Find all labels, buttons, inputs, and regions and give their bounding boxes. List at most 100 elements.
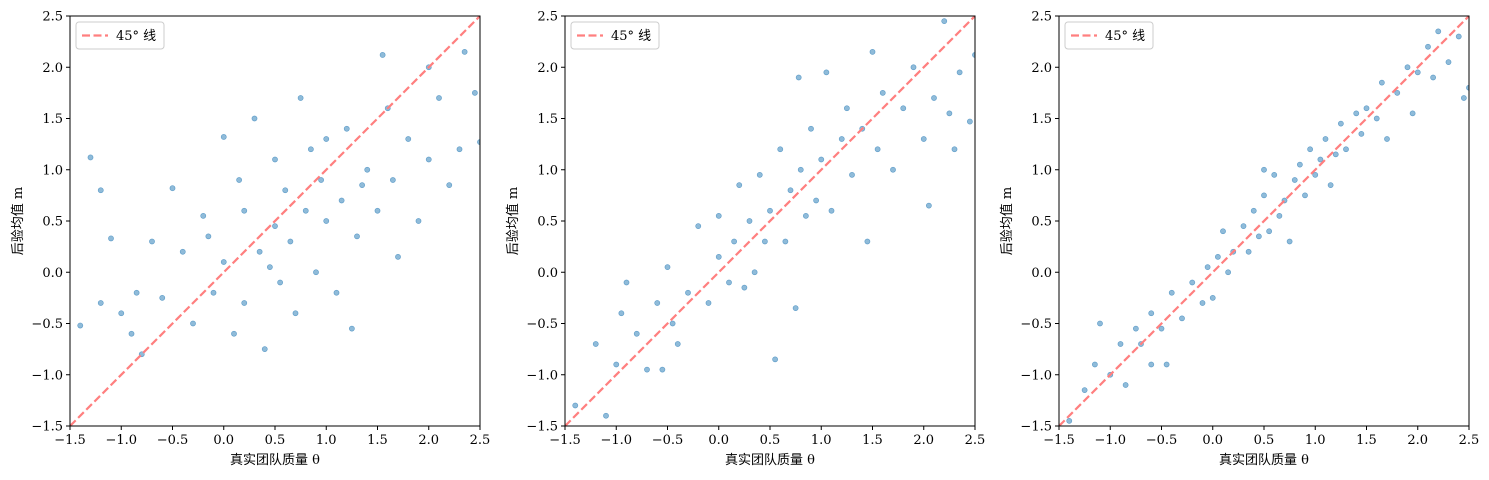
point [1168, 289, 1175, 296]
point [1179, 315, 1185, 322]
x-tick-label: 2.5 [1459, 433, 1480, 448]
point [1435, 28, 1442, 35]
point [751, 269, 758, 276]
x-tick-label: 1.5 [862, 433, 883, 448]
point [659, 366, 666, 373]
point [108, 235, 114, 242]
point [1255, 233, 1262, 240]
point [746, 218, 753, 224]
point [1204, 264, 1211, 271]
point [395, 253, 401, 260]
point [1302, 192, 1308, 199]
x-tick-label: −1.0 [105, 433, 137, 448]
point [664, 264, 671, 271]
legend-box [75, 21, 165, 50]
panel: −1.5 −1.0 −0.5 0.0 0.5 1.0 1.5 2.0 2.5 −1.5 −1.0 −0… [999, 10, 1479, 469]
x-tick-label: −1.0 [600, 433, 632, 448]
point [231, 330, 237, 337]
point [256, 248, 263, 255]
point [1373, 115, 1380, 122]
y-tick-label: −1.0 [31, 368, 63, 383]
point [946, 110, 953, 117]
point [205, 233, 212, 240]
point [802, 212, 809, 219]
point [1322, 136, 1329, 142]
point [1225, 269, 1232, 276]
point [272, 156, 278, 163]
point [220, 259, 227, 265]
point [731, 238, 738, 245]
point [1271, 171, 1278, 178]
y-tick-label: 0.0 [537, 266, 558, 281]
point [900, 105, 907, 112]
x-tick-label: 0.0 [213, 433, 234, 448]
point [272, 223, 278, 230]
point [1250, 207, 1257, 214]
x-tick-label: 1.0 [811, 433, 832, 448]
x-tick-label: 2.0 [418, 433, 439, 448]
y-tick-label: 1.5 [1031, 112, 1052, 127]
point [379, 52, 386, 58]
point [97, 300, 104, 306]
y-tick-label: 1.0 [1031, 163, 1052, 178]
point [1261, 192, 1267, 199]
point [1122, 382, 1129, 388]
point [1353, 110, 1360, 117]
point [1066, 417, 1073, 424]
point [1332, 151, 1339, 158]
point [287, 238, 294, 245]
y-tick-label: −0.5 [526, 317, 558, 332]
point [210, 289, 217, 296]
point [715, 212, 722, 219]
point [159, 294, 166, 301]
diagonal-line [70, 16, 480, 426]
point [200, 212, 207, 219]
y-tick-label: 2.5 [537, 10, 558, 25]
point [823, 69, 830, 76]
point [956, 69, 963, 76]
point [1409, 110, 1416, 117]
point [1291, 177, 1298, 183]
point [920, 136, 927, 142]
point [1307, 146, 1314, 153]
y-tick-label: 1.5 [42, 112, 63, 127]
point [869, 48, 876, 55]
point [307, 146, 314, 153]
y-tick-label: 2.5 [1031, 10, 1052, 25]
point [767, 207, 773, 214]
point [951, 146, 958, 153]
point [220, 134, 227, 140]
point [777, 146, 784, 153]
point [813, 197, 820, 204]
x-tick-label: −1.0 [1094, 433, 1126, 448]
point [313, 269, 319, 276]
y-tick-label: −1.5 [31, 420, 63, 435]
point [1312, 171, 1319, 178]
y-tick-label: −0.5 [31, 317, 63, 332]
point [241, 300, 248, 306]
legend-box [1064, 21, 1154, 50]
point [1117, 341, 1124, 347]
point [910, 64, 917, 71]
point [364, 166, 371, 173]
point [1261, 166, 1267, 173]
point [236, 177, 243, 183]
point [97, 187, 104, 194]
point [1378, 79, 1385, 86]
point [251, 115, 258, 122]
point [133, 289, 140, 296]
point [685, 289, 691, 296]
point [241, 207, 248, 214]
point [1445, 59, 1452, 66]
x-tick-label: 2.0 [1407, 433, 1428, 448]
point [849, 171, 855, 178]
point [828, 207, 835, 214]
point [1358, 130, 1365, 137]
point [623, 279, 630, 286]
point [772, 356, 779, 363]
point [1266, 228, 1273, 235]
point [471, 89, 478, 96]
point [338, 197, 345, 204]
point [1337, 120, 1344, 127]
